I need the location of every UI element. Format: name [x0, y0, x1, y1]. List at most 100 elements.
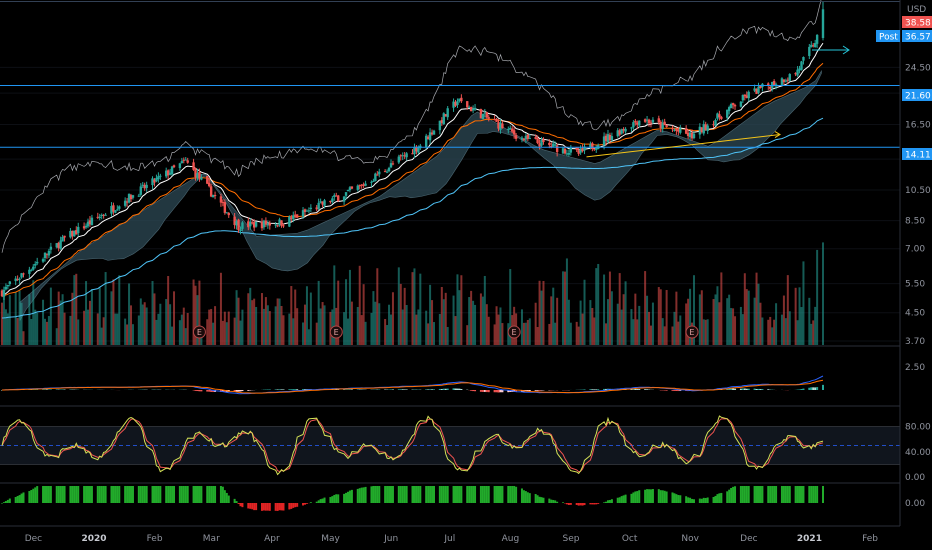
- candle-body[interactable]: [542, 139, 545, 142]
- stochastic-pane[interactable]: [0, 415, 900, 476]
- candle-body[interactable]: [812, 45, 815, 47]
- candle-body[interactable]: [383, 171, 387, 173]
- earnings-marker[interactable]: E: [685, 325, 699, 339]
- earnings-marker[interactable]: E: [192, 325, 206, 339]
- candle-body[interactable]: [665, 124, 668, 127]
- candle-body[interactable]: [731, 103, 735, 105]
- candle-body[interactable]: [182, 159, 185, 161]
- candle-body[interactable]: [356, 185, 359, 190]
- candle-body[interactable]: [821, 9, 825, 38]
- candlesticks[interactable]: [0, 1, 825, 300]
- candle-body[interactable]: [159, 175, 162, 177]
- candle-body[interactable]: [102, 214, 105, 216]
- candle-body[interactable]: [342, 196, 346, 202]
- candle-body[interactable]: [219, 196, 223, 203]
- candle-body[interactable]: [4, 286, 8, 290]
- candle-body[interactable]: [417, 146, 420, 153]
- candle-body[interactable]: [473, 107, 477, 110]
- candle-body[interactable]: [6, 284, 10, 287]
- candle-body[interactable]: [565, 153, 569, 155]
- candle-body[interactable]: [555, 145, 559, 153]
- candle-body[interactable]: [344, 192, 348, 196]
- candle-body[interactable]: [59, 240, 62, 249]
- candle-body[interactable]: [337, 195, 340, 201]
- candle-body[interactable]: [757, 86, 760, 93]
- candle-body[interactable]: [170, 166, 174, 175]
- candle-body[interactable]: [440, 120, 444, 123]
- candle-body[interactable]: [528, 138, 531, 140]
- candle-body[interactable]: [424, 135, 428, 147]
- candle-body[interactable]: [360, 184, 363, 186]
- candle-body[interactable]: [643, 119, 647, 122]
- candle-body[interactable]: [98, 216, 101, 218]
- candle-body[interactable]: [335, 195, 338, 197]
- candle-body[interactable]: [561, 148, 565, 154]
- candle-body[interactable]: [520, 137, 524, 140]
- candle-body[interactable]: [610, 136, 614, 141]
- candle-body[interactable]: [747, 91, 750, 99]
- candle-body[interactable]: [153, 179, 156, 183]
- candle-body[interactable]: [702, 124, 705, 134]
- candle-body[interactable]: [151, 178, 154, 186]
- candle-body[interactable]: [20, 273, 23, 278]
- candle-body[interactable]: [512, 130, 516, 135]
- candle-body[interactable]: [800, 61, 803, 70]
- candle-body[interactable]: [104, 214, 107, 216]
- candle-body[interactable]: [131, 195, 135, 198]
- candle-body[interactable]: [446, 108, 449, 118]
- candle-body[interactable]: [673, 129, 676, 131]
- candle-body[interactable]: [567, 152, 571, 155]
- candle-body[interactable]: [741, 94, 745, 101]
- candle-body[interactable]: [166, 170, 170, 176]
- candle-body[interactable]: [432, 130, 436, 135]
- candle-body[interactable]: [227, 212, 230, 216]
- candle-body[interactable]: [307, 210, 311, 212]
- candle-body[interactable]: [249, 221, 252, 227]
- candle-body[interactable]: [0, 290, 4, 297]
- candle-body[interactable]: [145, 184, 148, 188]
- candle-body[interactable]: [251, 222, 254, 224]
- candle-body[interactable]: [569, 148, 573, 153]
- price-axis[interactable]: 3.70 4.50 5.50 7.00 8.50 10.50 16.50 24.50 2.50 8…: [905, 63, 931, 509]
- oscillator-pane[interactable]: [1, 486, 824, 511]
- candle-body[interactable]: [260, 221, 264, 229]
- candle-body[interactable]: [278, 219, 281, 226]
- candle-body[interactable]: [729, 104, 733, 109]
- candle-body[interactable]: [391, 163, 395, 165]
- candle-body[interactable]: [350, 186, 354, 189]
- earnings-marker[interactable]: E: [329, 325, 343, 339]
- candle-body[interactable]: [82, 226, 86, 229]
- candle-body[interactable]: [622, 128, 625, 131]
- candle-body[interactable]: [649, 122, 653, 124]
- candle-body[interactable]: [688, 132, 692, 138]
- candle-body[interactable]: [235, 221, 238, 226]
- price-tag-level2[interactable]: 14.11: [902, 148, 932, 161]
- candle-body[interactable]: [123, 200, 127, 206]
- candle-body[interactable]: [526, 134, 530, 139]
- candle-body[interactable]: [452, 101, 455, 108]
- candle-body[interactable]: [686, 132, 690, 137]
- candle-body[interactable]: [780, 78, 784, 85]
- candle-body[interactable]: [624, 128, 627, 132]
- candle-body[interactable]: [364, 183, 367, 186]
- candle-body[interactable]: [460, 97, 463, 102]
- candle-body[interactable]: [69, 230, 72, 238]
- candle-body[interactable]: [487, 117, 490, 119]
- candle-body[interactable]: [18, 278, 21, 280]
- candle-body[interactable]: [428, 132, 432, 141]
- price-tag-level1[interactable]: 21.60: [902, 89, 932, 102]
- candle-body[interactable]: [28, 269, 31, 274]
- candle-body[interactable]: [501, 123, 504, 129]
- candle-body[interactable]: [632, 122, 635, 128]
- candle-body[interactable]: [733, 105, 737, 107]
- candle-body[interactable]: [659, 121, 662, 129]
- candle-body[interactable]: [405, 153, 408, 158]
- candle-body[interactable]: [387, 167, 391, 172]
- candle-body[interactable]: [510, 128, 514, 132]
- candle-body[interactable]: [348, 187, 352, 191]
- candle-body[interactable]: [358, 185, 361, 187]
- candle-body[interactable]: [194, 169, 197, 178]
- candle-body[interactable]: [274, 224, 277, 226]
- candle-body[interactable]: [168, 172, 172, 175]
